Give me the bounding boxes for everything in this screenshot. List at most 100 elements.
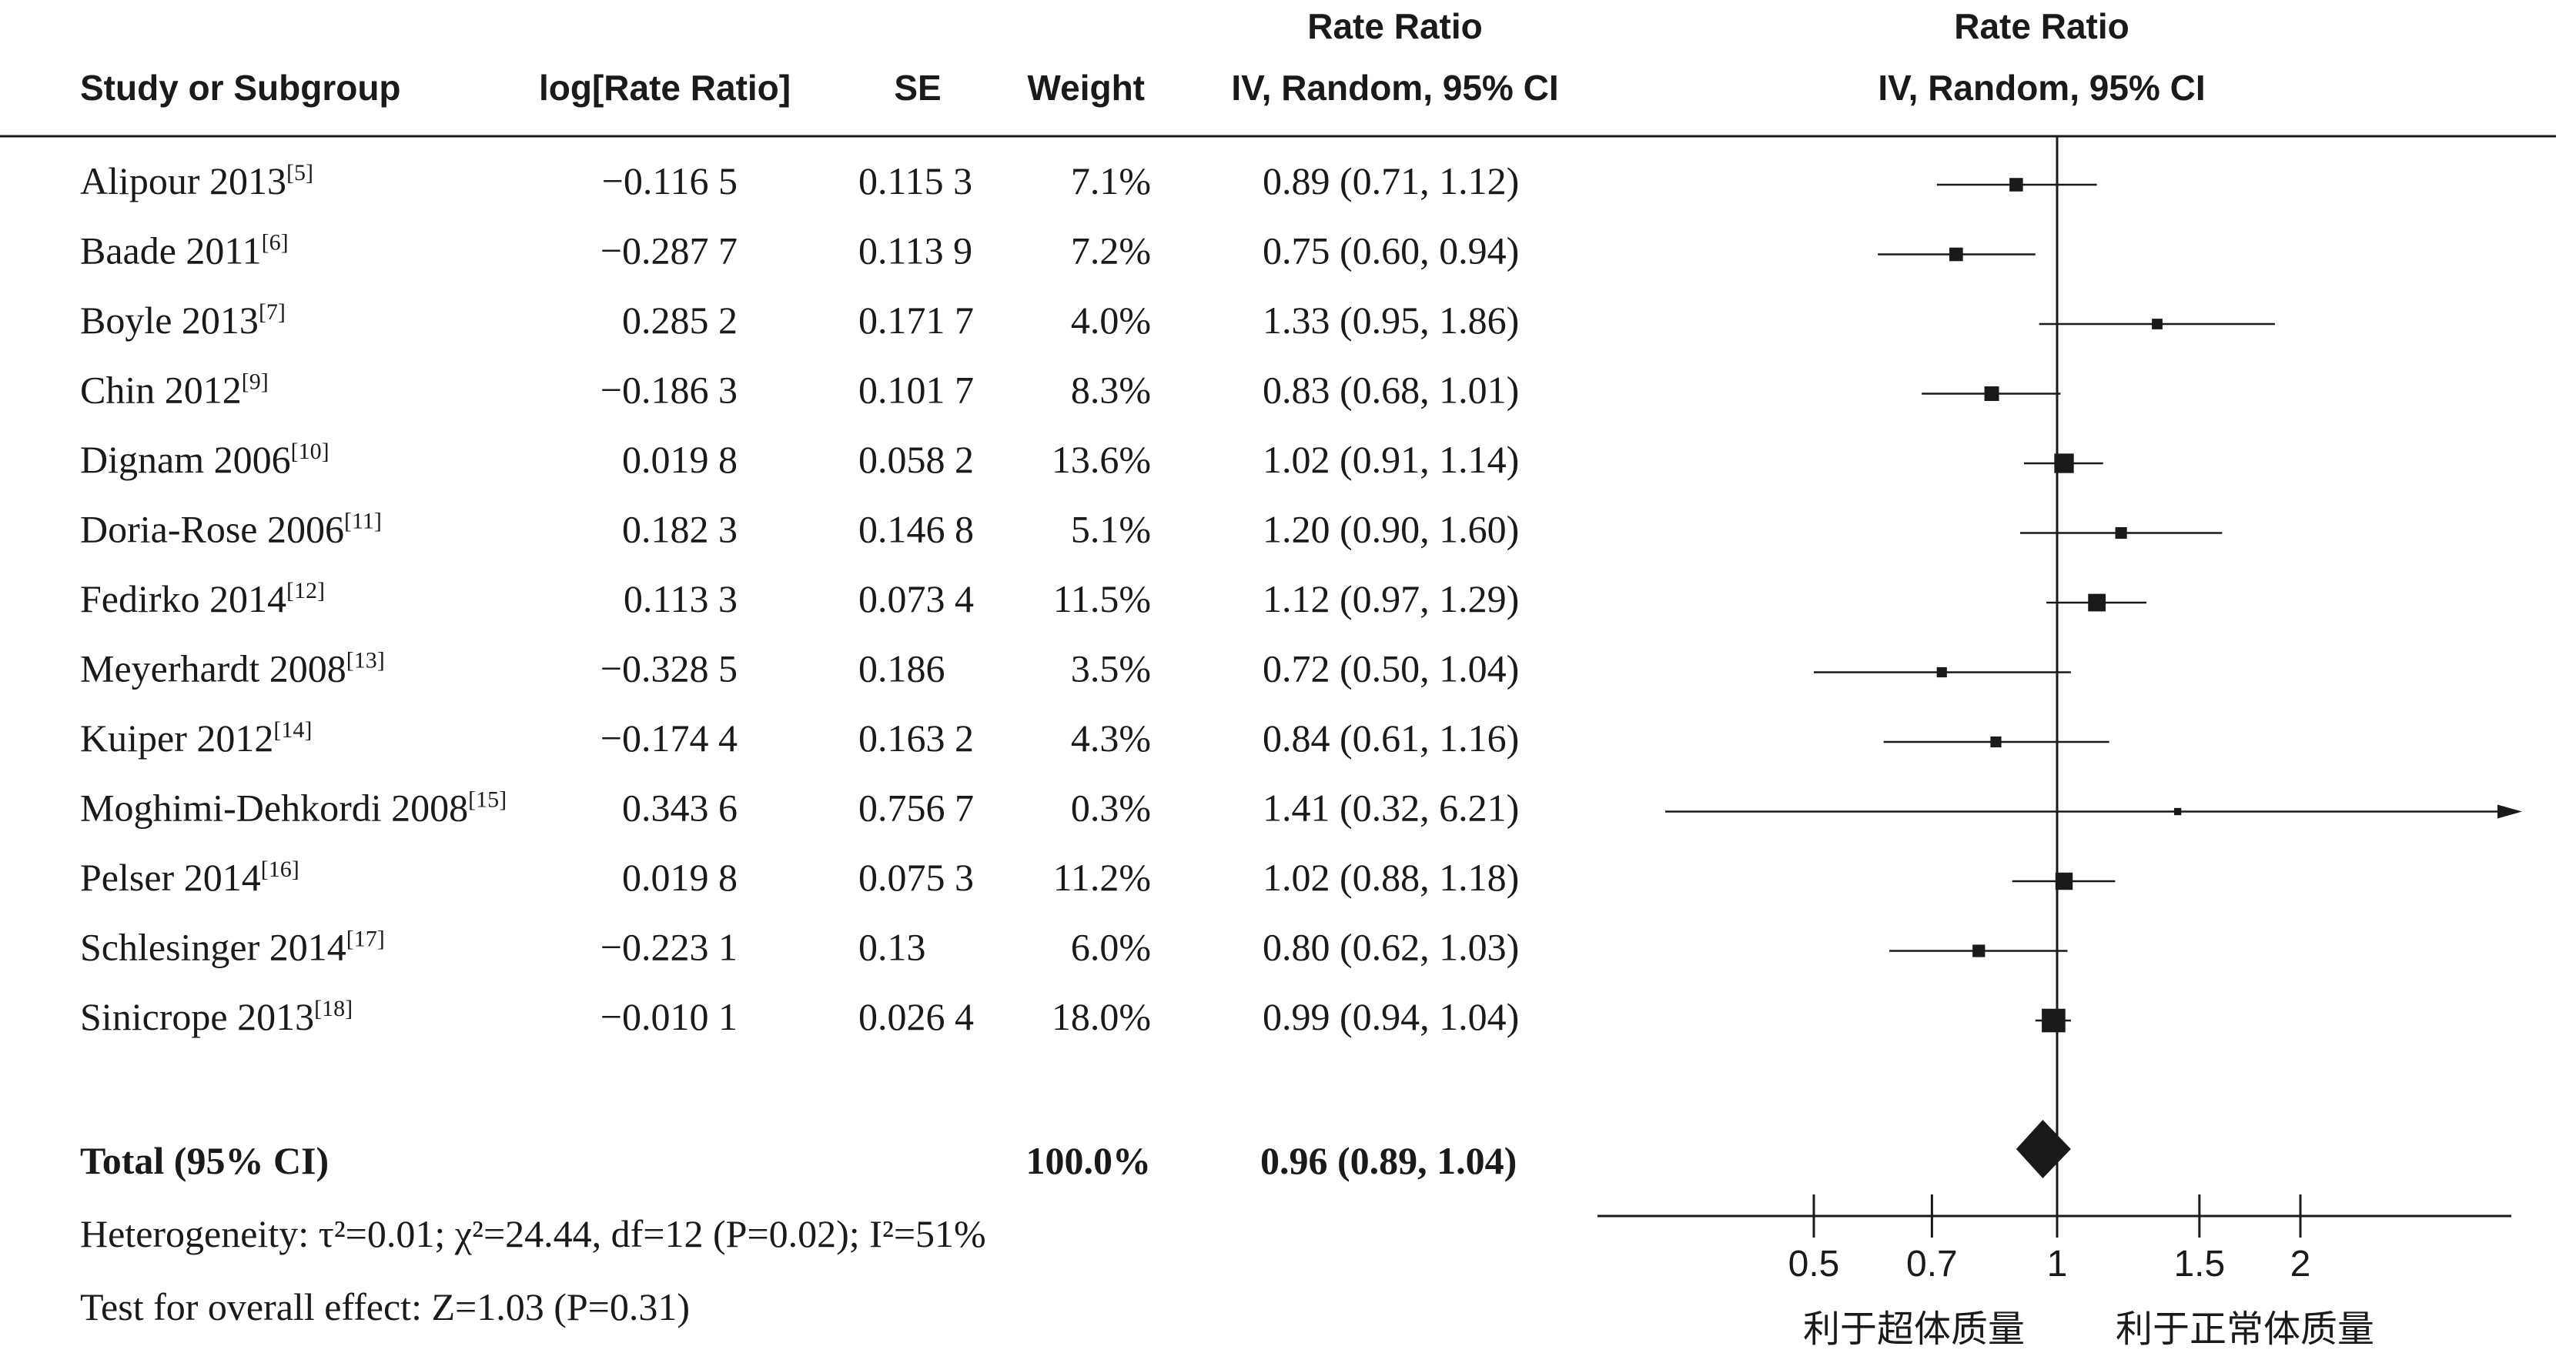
study-log-rate-ratio: 0.343 6 [622,787,738,830]
study-weight: 3.5% [1071,647,1151,690]
study-ci: 1.12 (0.97, 1.29) [1263,577,1519,620]
study-rows: Alipour 2013[5] −0.116 5 0.115 3 7.1% 0.89 (… [80,159,1519,1038]
study-reference: [15] [468,787,507,813]
point-estimate-marker [2054,453,2074,473]
study-ci: 0.84 (0.61, 1.16) [1263,717,1519,760]
study-name-text: Kuiper 2012 [80,717,273,760]
point-estimate-marker [2115,526,2127,540]
study-log-rate-ratio: −0.116 5 [602,159,738,202]
favours-left-label: 利于超体质量 [1803,1308,2025,1351]
x-tick-label: 1.5 [2173,1244,2225,1285]
study-name-text: Baade 2011 [80,229,262,272]
study-se: 0.101 7 [858,369,974,412]
study-se: 0.058 2 [858,438,974,481]
study-log-rate-ratio: −0.328 5 [601,647,738,690]
study-log-rate-ratio: 0.019 8 [622,438,738,481]
x-tick-label: 0.7 [1906,1244,1958,1285]
study-name: Meyerhardt 2008[13] [80,647,385,690]
study-ci: 0.89 (0.71, 1.12) [1263,159,1519,202]
header-weight: Weight [1028,68,1145,108]
study-name-text: Alipour 2013 [80,159,286,202]
study-weight: 6.0% [1071,926,1151,969]
study-ci: 0.83 (0.68, 1.01) [1263,369,1519,412]
study-ci: 1.02 (0.91, 1.14) [1263,438,1519,481]
x-tick-label: 1 [2047,1244,2068,1285]
point-estimate-marker [1972,944,1986,957]
study-name: Dignam 2006[10] [80,438,330,481]
study-reference: [9] [242,369,269,395]
study-reference: [5] [286,160,313,185]
header-ci-subtitle: IV, Random, 95% CI [1231,68,1558,108]
header-plot-subtitle: IV, Random, 95% CI [1878,68,2205,108]
study-log-rate-ratio: −0.174 4 [601,717,738,760]
study-se: 0.113 9 [858,229,972,272]
study-ci: 0.99 (0.94, 1.04) [1263,995,1519,1038]
forest-plot-area: 0.5 0.7 1 1.5 2 [1597,136,2522,1285]
study-log-rate-ratio: −0.223 1 [601,926,738,969]
study-se: 0.186 [858,647,945,690]
study-weight: 8.3% [1071,369,1151,412]
study-reference: [10] [291,439,330,464]
study-name-text: Schlesinger 2014 [80,926,346,969]
study-weight: 18.0% [1052,995,1151,1038]
study-ci: 0.75 (0.60, 0.94) [1263,229,1519,272]
study-name-text: Sinicrope 2013 [80,995,314,1038]
total-ci: 0.96 (0.89, 1.04) [1260,1139,1517,1182]
overall-effect-text: Test for overall effect: Z=1.03 (P=0.31) [80,1285,690,1328]
study-weight: 4.0% [1071,299,1151,342]
study-reference: [13] [346,648,385,673]
study-weight: 5.1% [1071,508,1151,551]
study-ci: 1.41 (0.32, 6.21) [1263,787,1519,830]
study-name-text: Meyerhardt 2008 [80,647,346,690]
total-row: Total (95% CI) 100.0% 0.96 (0.89, 1.04) [80,1139,1517,1182]
study-se: 0.171 7 [858,299,974,342]
point-estimate-marker [1984,386,1999,401]
header-se: SE [894,68,941,108]
point-estimate-marker [2009,178,2023,192]
study-name: Baade 2011[6] [80,229,289,272]
study-name: Sinicrope 2013[18] [80,995,353,1038]
study-se: 0.13 [858,926,926,969]
study-log-rate-ratio: 0.182 3 [622,508,738,551]
header-log-rate-ratio: log[Rate Ratio] [539,68,791,108]
point-estimate-marker [2173,807,2182,816]
study-name-text: Boyle 2013 [80,299,259,342]
study-weight: 13.6% [1052,438,1151,481]
study-log-rate-ratio: −0.287 7 [601,229,738,272]
x-tick-label: 2 [2290,1244,2311,1285]
study-weight: 4.3% [1071,717,1151,760]
point-estimate-marker [1990,736,2002,748]
header-ci-title: Rate Ratio [1307,6,1482,46]
study-name: Fedirko 2014[12] [80,577,325,620]
study-ci: 1.20 (0.90, 1.60) [1263,508,1519,551]
study-weight: 0.3% [1071,787,1151,830]
study-log-rate-ratio: 0.113 3 [624,577,738,620]
study-reference: [6] [262,230,289,256]
study-log-rate-ratio: −0.186 3 [601,369,738,412]
total-weight: 100.0% [1026,1139,1152,1182]
study-log-rate-ratio: 0.019 8 [622,856,738,899]
study-reference: [11] [344,509,382,534]
study-log-rate-ratio: 0.285 2 [622,299,738,342]
study-ci: 0.80 (0.62, 1.03) [1263,926,1519,969]
study-name: Schlesinger 2014[17] [80,926,385,969]
study-name: Moghimi-Dehkordi 2008[15] [80,787,507,830]
heterogeneity-text: Heterogeneity: τ²=0.01; χ²=24.44, df=12 … [80,1212,986,1255]
study-log-rate-ratio: −0.010 1 [601,995,738,1038]
study-name-text: Pelser 2014 [80,856,261,899]
study-reference: [7] [259,299,286,325]
study-name: Alipour 2013[5] [80,159,313,202]
study-name-text: Doria-Rose 2006 [80,508,344,551]
study-ci: 1.33 (0.95, 1.86) [1263,299,1519,342]
header-plot-title: Rate Ratio [1954,6,2129,46]
study-name: Doria-Rose 2006[11] [80,508,382,551]
study-weight: 11.5% [1053,577,1151,620]
study-ci: 1.02 (0.88, 1.18) [1263,856,1519,899]
study-reference: [14] [273,717,312,743]
study-reference: [18] [314,996,353,1021]
study-name-text: Moghimi-Dehkordi 2008 [80,787,468,830]
point-estimate-marker [1949,247,1963,262]
study-name: Chin 2012[9] [80,369,269,412]
study-se: 0.163 2 [858,717,974,760]
